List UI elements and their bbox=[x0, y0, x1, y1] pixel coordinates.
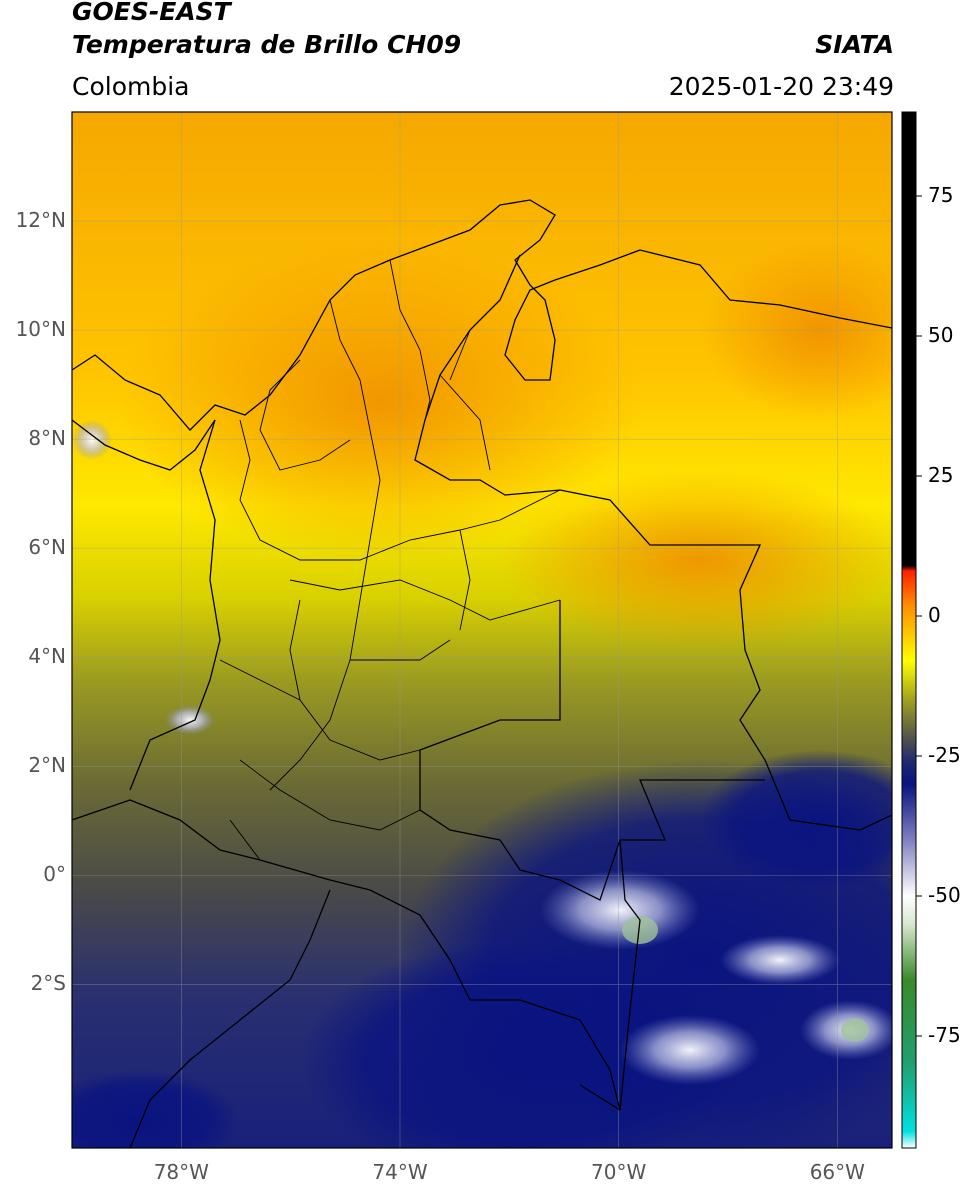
lat-tick-label: 0° bbox=[43, 862, 66, 887]
colombia-venezuela-border bbox=[414, 254, 892, 831]
colombia-brazil-border bbox=[419, 600, 765, 901]
colorbar-scale bbox=[901, 111, 917, 1149]
colorbar-tick-label: -25 bbox=[928, 743, 961, 767]
lon-tick-label: 70°W bbox=[591, 1160, 647, 1184]
datetime-label: 2025-01-20 23:49 bbox=[668, 72, 894, 101]
brazil-peru-border bbox=[579, 839, 641, 1112]
map-frame bbox=[71, 111, 893, 1149]
satellite-title: GOES-EAST bbox=[72, 0, 231, 26]
colorbar-tick-label: 0 bbox=[928, 603, 941, 627]
lat-tick-label: 8°N bbox=[28, 426, 66, 451]
peru-colombia-border bbox=[72, 799, 621, 1111]
ecuador-peru-border bbox=[129, 889, 331, 1148]
product-title: Temperatura de Brillo CH09 bbox=[72, 30, 462, 59]
colombia-pacific-coast bbox=[129, 419, 221, 791]
lon-tick-label: 66°W bbox=[809, 1160, 865, 1184]
colorbar-tick-label: -50 bbox=[928, 883, 961, 907]
lat-tick-label: 10°N bbox=[15, 317, 66, 342]
colorbar-tick-label: 25 bbox=[928, 463, 954, 487]
lon-tick-label: 74°W bbox=[372, 1160, 428, 1184]
region-label: Colombia bbox=[72, 72, 190, 101]
colorbar-tick-label: -75 bbox=[928, 1023, 961, 1047]
internal-departments bbox=[219, 259, 561, 861]
colorbar-tick-label: 50 bbox=[928, 323, 954, 347]
lat-tick-label: 12°N bbox=[15, 208, 66, 233]
country-borders bbox=[72, 199, 892, 1148]
brightness-temperature-field bbox=[72, 112, 892, 1148]
lat-tick-label: 2°N bbox=[28, 753, 66, 778]
caribbean-coastline bbox=[72, 199, 892, 431]
lon-tick-label: 78°W bbox=[153, 1160, 209, 1184]
lat-tick-label: 4°N bbox=[28, 644, 66, 669]
colorbar-tick-label: 75 bbox=[928, 183, 954, 207]
lat-tick-label: 2°S bbox=[30, 971, 66, 996]
colorbar bbox=[901, 111, 922, 1149]
panama-coast bbox=[72, 419, 216, 471]
source-label: SIATA bbox=[815, 30, 894, 59]
lat-tick-label: 6°N bbox=[28, 535, 66, 560]
